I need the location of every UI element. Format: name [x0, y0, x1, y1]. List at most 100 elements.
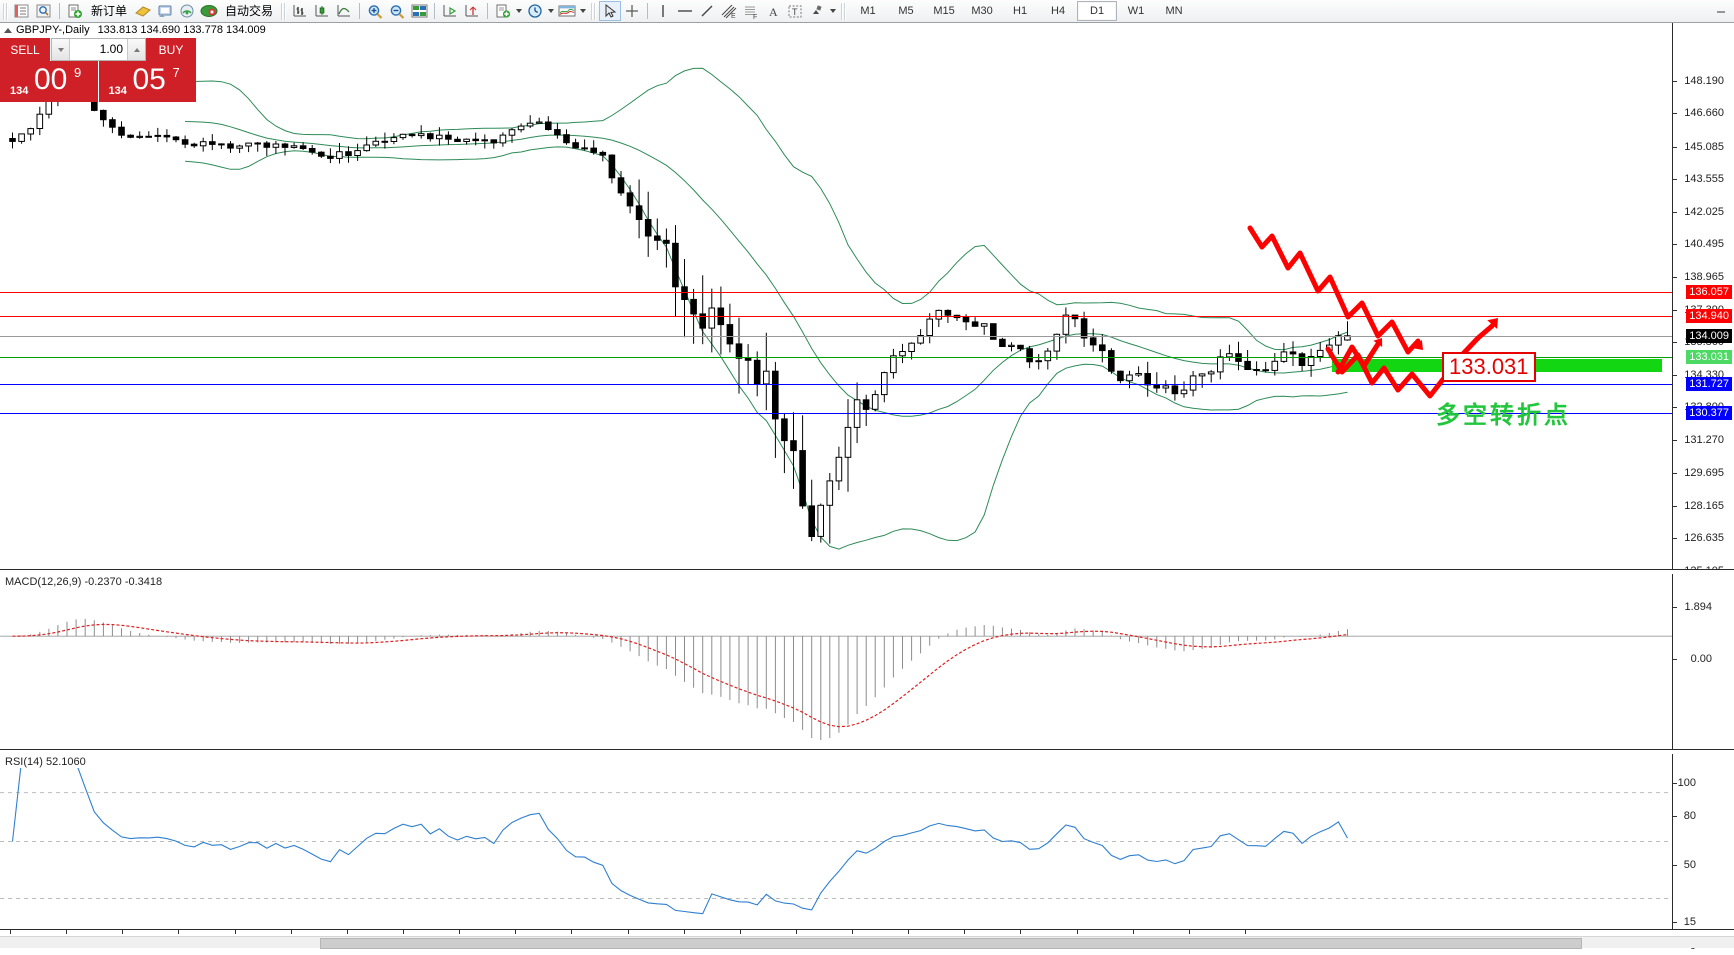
templates-icon[interactable]: [556, 1, 578, 21]
new-order-icon[interactable]: [64, 1, 86, 21]
volume-value[interactable]: 1.00: [99, 42, 123, 56]
oct-controls: SELL 1.00 BUY: [0, 38, 196, 61]
price-level-tag[interactable]: 133.031: [1686, 349, 1732, 364]
time-tick: [795, 930, 797, 934]
sell-price-sup: 9: [74, 65, 82, 80]
cursor-icon[interactable]: [599, 1, 622, 21]
price-axis-label: 138.965: [1684, 270, 1724, 283]
zoom-out-icon[interactable]: [386, 1, 408, 21]
buy-button[interactable]: BUY: [146, 38, 196, 61]
rsi-tick: [1673, 864, 1677, 866]
signals-icon[interactable]: [176, 1, 198, 21]
shapes-dropdown-icon[interactable]: [828, 1, 838, 21]
data-window-icon[interactable]: [33, 1, 55, 21]
timeframe-d1[interactable]: D1: [1077, 1, 1118, 21]
auto-trading-label[interactable]: 自动交易: [225, 4, 274, 18]
timeframe-m5[interactable]: M5: [898, 5, 914, 17]
line-chart-icon[interactable]: [333, 1, 355, 21]
time-tick: [234, 930, 236, 934]
price-tick: [1673, 439, 1677, 441]
equidistant-channel-icon[interactable]: E: [718, 1, 740, 21]
timeframe-m30[interactable]: M30: [971, 5, 993, 17]
main-toolbar: 新订单 自动交易: [0, 0, 1734, 23]
new-order-label[interactable]: 新订单: [91, 4, 128, 18]
buy-price[interactable]: 134 05 7: [97, 61, 196, 102]
text-label-icon[interactable]: T: [784, 1, 806, 21]
rsi-axis-label: 15: [1683, 915, 1696, 928]
templates-dropdown-icon[interactable]: [578, 1, 588, 21]
toolbar-separator-5: [647, 3, 649, 19]
minimize-icon[interactable]: [1710, 1, 1732, 21]
rsi-tick: [1673, 815, 1677, 817]
chart-area[interactable]: 148.190 146.660 145.085 143.555 142.025 140.4…: [0, 23, 1734, 952]
auto-trading-icon[interactable]: [198, 1, 220, 21]
time-tick: [1076, 930, 1078, 934]
auto-scroll-icon[interactable]: [461, 1, 483, 21]
volume-increment-icon[interactable]: [127, 39, 145, 60]
volume-decrement-icon[interactable]: [52, 39, 70, 60]
timeframe-mn[interactable]: MN: [1165, 5, 1183, 17]
rsi-axis-label: 80: [1683, 809, 1696, 822]
macd-chart-canvas: [0, 618, 1672, 741]
oct-price-row: 134 00 9 134 05 7: [0, 61, 196, 102]
period-icon[interactable]: [524, 1, 546, 21]
scrollbar-thumb[interactable]: [320, 938, 1582, 949]
volume-stepper[interactable]: 1.00: [51, 38, 146, 61]
expert-advisor-icon[interactable]: [132, 1, 154, 21]
vertical-line-icon[interactable]: [652, 1, 674, 21]
indicators-dropdown-icon[interactable]: [514, 1, 524, 21]
toolbar-separator-3: [434, 3, 436, 19]
price-axis-label: 145.085: [1684, 140, 1724, 153]
price-tick: [1673, 505, 1677, 507]
zoom-in-icon[interactable]: [364, 1, 386, 21]
candlestick-chart-icon[interactable]: [311, 1, 333, 21]
timeframe-w1[interactable]: W1: [1127, 5, 1145, 17]
text-icon[interactable]: A: [762, 1, 784, 21]
horizontal-scrollbar[interactable]: [0, 936, 1734, 949]
one-click-trading-panel[interactable]: SELL 1.00 BUY 134 00 9 134 05 7: [0, 38, 196, 102]
crosshair-icon[interactable]: [621, 1, 643, 21]
rsi-axis-labels: 1008050150: [0, 777, 1734, 952]
macd-axis-line: [1672, 574, 1673, 749]
price-level-tag[interactable]: 136.057: [1686, 285, 1732, 300]
chart-collapse-icon[interactable]: [4, 27, 12, 33]
indicators-icon[interactable]: [492, 1, 514, 21]
period-dropdown-icon[interactable]: [546, 1, 556, 21]
trendline-icon[interactable]: [696, 1, 718, 21]
toolbar-grip[interactable]: [3, 2, 8, 20]
price-tick: [1673, 211, 1677, 213]
macd-axis-label: 0.00: [1690, 653, 1712, 666]
rsi-pane[interactable]: [0, 754, 1734, 929]
shapes-icon[interactable]: [806, 1, 828, 21]
navigator-icon[interactable]: [154, 1, 176, 21]
horizontal-line-icon[interactable]: [674, 1, 696, 21]
sell-price[interactable]: 134 00 9: [0, 61, 98, 102]
toolbar-separator-4: [487, 3, 489, 19]
price-level-tag[interactable]: 130.377: [1686, 405, 1732, 420]
timeframe-h4[interactable]: H4: [1051, 5, 1066, 17]
price-level-tag[interactable]: 131.727: [1686, 377, 1732, 392]
price-pane[interactable]: [0, 23, 1734, 569]
price-tick: [1673, 374, 1677, 376]
price-level-tag[interactable]: 134.940: [1686, 309, 1732, 323]
shift-end-icon[interactable]: [439, 1, 461, 21]
sell-price-big: 00: [34, 63, 68, 96]
grid-icon[interactable]: [408, 1, 430, 21]
time-tick: [346, 930, 348, 934]
bar-chart-icon[interactable]: [289, 1, 311, 21]
sell-button[interactable]: SELL: [0, 38, 51, 61]
timeframe-m15[interactable]: M15: [933, 5, 955, 17]
toolbar-grip-4[interactable]: [841, 2, 847, 20]
buy-price-big: 05: [132, 63, 166, 96]
price-level-tag[interactable]: 134.009: [1686, 328, 1732, 343]
timeframe-m1[interactable]: M1: [860, 5, 876, 17]
timeframe-h1[interactable]: H1: [1013, 5, 1028, 17]
fibonacci-icon[interactable]: F: [740, 1, 762, 21]
price-axis-label: 131.270: [1684, 433, 1724, 446]
toolbar-grip-2[interactable]: [281, 2, 287, 20]
price-tick: [1673, 244, 1677, 246]
toolbar-grip-3[interactable]: [591, 2, 597, 20]
macd-pane[interactable]: [0, 574, 1734, 749]
market-watch-icon[interactable]: [11, 1, 33, 21]
time-tick: [1188, 930, 1190, 934]
